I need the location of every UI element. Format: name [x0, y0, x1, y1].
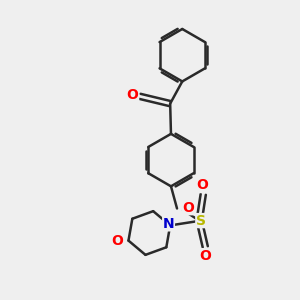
Text: O: O	[111, 234, 123, 248]
Text: S: S	[196, 214, 206, 228]
Text: N: N	[163, 217, 174, 231]
Text: O: O	[182, 201, 194, 215]
Text: O: O	[200, 249, 212, 263]
Text: O: O	[196, 178, 208, 193]
Text: O: O	[127, 88, 139, 102]
